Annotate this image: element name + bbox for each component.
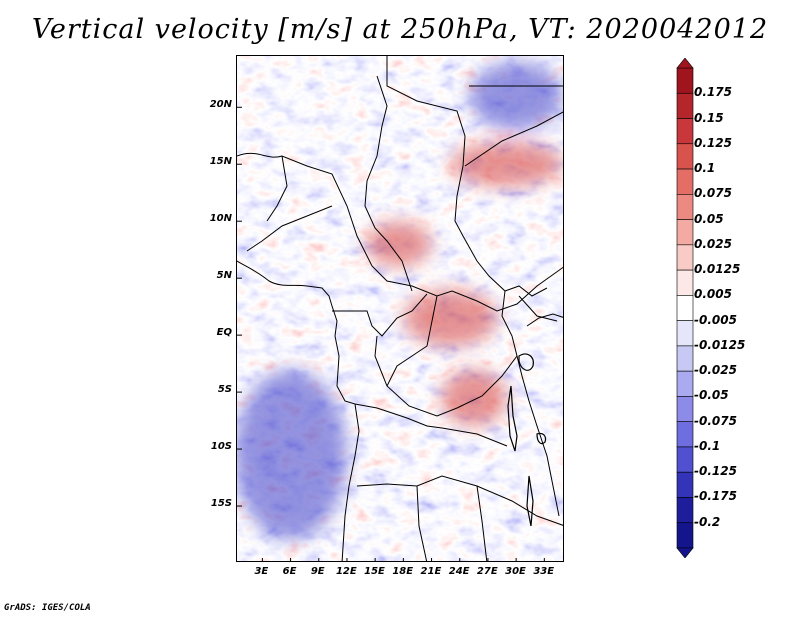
colorbar-label: -0.0125 xyxy=(694,337,746,352)
colorbar-cell xyxy=(676,67,694,94)
updraft-region xyxy=(365,221,432,267)
colorbar-label: 0.0125 xyxy=(694,262,741,277)
colorbar-label: 0.075 xyxy=(694,186,732,201)
updraft-region xyxy=(450,141,563,188)
colorbar-label: -0.2 xyxy=(694,514,721,529)
lon-tick-label: 33E xyxy=(533,566,555,577)
lon-tick-label: 18E xyxy=(392,566,414,577)
lat-tick-label: 10S xyxy=(210,441,232,453)
lon-tick-label: 27E xyxy=(476,566,498,577)
colorbar-label: 0.05 xyxy=(694,211,724,226)
colorbar-cell xyxy=(676,219,694,246)
downdraft-region xyxy=(237,369,347,541)
colorbar-cell xyxy=(676,194,694,220)
colorbar-cell xyxy=(676,522,694,549)
colorbar-max-arrow xyxy=(676,58,694,69)
colorbar-label: -0.025 xyxy=(694,363,737,378)
lon-tick-label: 21E xyxy=(420,566,442,577)
colorbar-label: 0.005 xyxy=(694,287,732,302)
colorbar-cell xyxy=(676,421,694,448)
lon-tick-label: 6E xyxy=(282,566,297,577)
colorbar-label: -0.075 xyxy=(694,413,737,428)
colorbar-label: -0.125 xyxy=(694,464,737,479)
lon-tick-label: 12E xyxy=(335,566,357,577)
colorbar xyxy=(676,58,694,558)
colorbar-cell xyxy=(676,269,694,296)
colorbar-cell xyxy=(676,471,694,498)
map-plot-area xyxy=(236,55,564,562)
lat-tick-label: 5N xyxy=(216,270,232,282)
colorbar-cell xyxy=(676,244,694,271)
colorbar-label: -0.05 xyxy=(694,388,729,403)
downdraft-region xyxy=(469,61,563,131)
updraft-region xyxy=(403,289,498,347)
colorbar-cell xyxy=(676,118,694,145)
lat-tick-label: 15S xyxy=(210,498,232,510)
lon-tick-label: 30E xyxy=(505,566,526,577)
lakes-outline xyxy=(507,353,547,527)
lat-tick-label: 10N xyxy=(209,213,232,225)
lat-tick-label: 5S xyxy=(217,384,232,396)
colorbar-cell xyxy=(676,295,694,321)
lat-tick-label: 15N xyxy=(209,156,232,168)
colorbar-cell xyxy=(676,143,694,170)
footer-credit: GrADS: IGES/COLA xyxy=(4,603,91,613)
colorbar-label: 0.025 xyxy=(694,236,732,251)
colorbar-label: 0.125 xyxy=(694,135,732,150)
lon-tick-label: 3E xyxy=(254,566,269,577)
colorbar-cell xyxy=(676,497,694,524)
chart-title: Vertical velocity [m/s] at 250hPa, VT: 2… xyxy=(31,14,769,45)
colorbar-cell xyxy=(676,168,694,195)
velocity-anomaly-layer xyxy=(237,61,563,541)
colorbar-min-arrow xyxy=(676,547,694,558)
lon-tick-label: 24E xyxy=(448,566,470,577)
colorbar-cell xyxy=(676,446,694,473)
colorbar-label: -0.175 xyxy=(694,489,737,504)
axis-ticks xyxy=(237,106,545,561)
colorbar-cell xyxy=(676,92,694,119)
colorbar-label: 0.1 xyxy=(694,161,716,176)
colorbar-label: 0.175 xyxy=(694,85,732,100)
map-svg xyxy=(237,56,563,561)
updraft-region xyxy=(440,369,507,427)
colorbar-cell xyxy=(676,396,694,422)
lon-tick-label: 15E xyxy=(364,566,385,577)
colorbar-cell xyxy=(676,320,694,347)
lon-tick-label: 9E xyxy=(310,566,325,577)
country-borders xyxy=(237,56,563,561)
colorbar-label: -0.005 xyxy=(694,312,737,327)
colorbar-cell xyxy=(676,370,694,397)
lat-tick-label: EQ xyxy=(216,327,232,339)
colorbar-label: -0.1 xyxy=(694,438,721,453)
colorbar-label: 0.15 xyxy=(694,110,724,125)
colorbar-cell xyxy=(676,345,694,372)
lat-tick-label: 20N xyxy=(209,99,232,111)
